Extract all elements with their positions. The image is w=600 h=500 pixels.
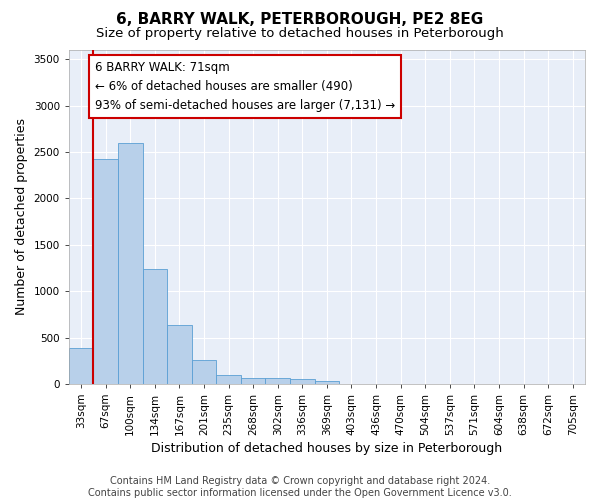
Bar [217, 374, 241, 384]
Y-axis label: Number of detached properties: Number of detached properties [15, 118, 28, 316]
Text: Contains HM Land Registry data © Crown copyright and database right 2024.
Contai: Contains HM Land Registry data © Crown c… [88, 476, 512, 498]
Bar [314, 380, 339, 384]
Bar [94, 160, 118, 384]
Bar [192, 360, 217, 384]
Bar [290, 380, 314, 384]
X-axis label: Distribution of detached houses by size in Peterborough: Distribution of detached houses by size … [151, 442, 502, 455]
Bar [241, 378, 265, 384]
Bar [167, 324, 192, 384]
Text: 6, BARRY WALK, PETERBOROUGH, PE2 8EG: 6, BARRY WALK, PETERBOROUGH, PE2 8EG [116, 12, 484, 28]
Bar [143, 269, 167, 384]
Bar [69, 348, 94, 384]
Bar [118, 143, 143, 384]
Text: Size of property relative to detached houses in Peterborough: Size of property relative to detached ho… [96, 28, 504, 40]
Bar [265, 378, 290, 384]
Text: 6 BARRY WALK: 71sqm
← 6% of detached houses are smaller (490)
93% of semi-detach: 6 BARRY WALK: 71sqm ← 6% of detached hou… [95, 61, 395, 112]
